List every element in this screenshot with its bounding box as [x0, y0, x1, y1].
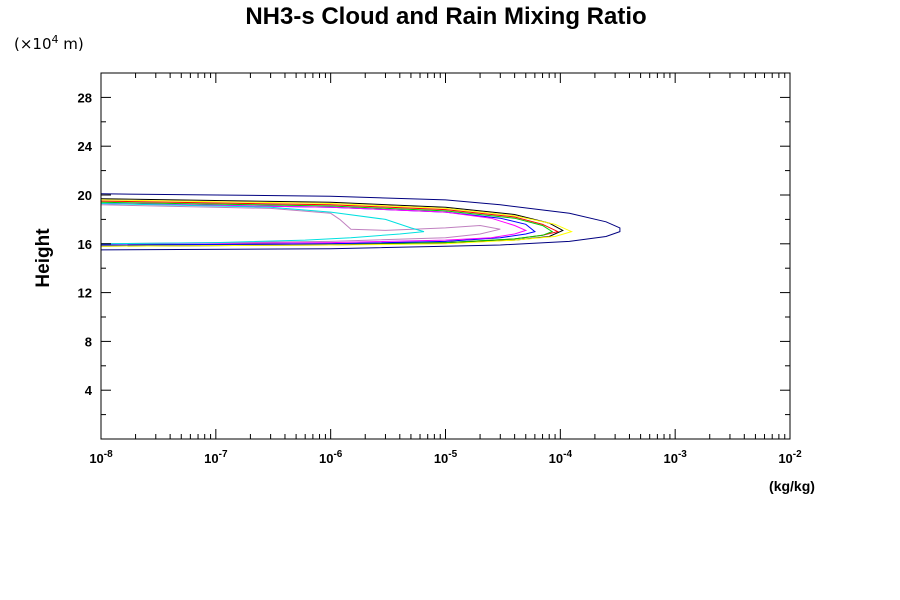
- series-line-8: [100, 204, 501, 245]
- y-unit-suffix: m): [59, 35, 84, 53]
- series-line-5: [100, 201, 554, 246]
- x-tick-base: 10: [663, 451, 677, 466]
- y-tick-label: 4: [85, 383, 93, 398]
- axes-layer: [100, 72, 791, 440]
- x-tick-exponent: -5: [448, 449, 457, 460]
- y-unit-exponent: 4: [52, 33, 59, 46]
- x-tick-exponent: -3: [678, 449, 687, 460]
- x-tick-exponent: -6: [333, 449, 342, 460]
- x-tick-base: 10: [434, 451, 448, 466]
- x-tick-label: 10-8: [89, 449, 113, 466]
- y-tick-label: 20: [78, 188, 92, 203]
- x-tick-exponent: -4: [563, 449, 572, 460]
- x-tick-label: 10-3: [663, 449, 687, 466]
- series-layer: [100, 193, 621, 251]
- chart-title: NH3-s Cloud and Rain Mixing Ratio: [245, 3, 646, 30]
- x-tick-base: 10: [549, 451, 563, 466]
- x-tick-label: 10-6: [319, 449, 343, 466]
- x-axis-unit: (kg/kg): [769, 478, 815, 494]
- y-axis-label: Height: [33, 228, 54, 288]
- x-tick-label: 10-5: [434, 449, 458, 466]
- x-tick-exponent: -8: [104, 449, 113, 460]
- series-line-1: [100, 193, 621, 251]
- y-unit-label: (×104 m): [14, 33, 84, 53]
- x-tick-base: 10: [319, 451, 333, 466]
- x-tick-label: 10-2: [778, 449, 802, 466]
- plot-frame: [100, 72, 791, 440]
- x-tick-base: 10: [204, 451, 218, 466]
- y-tick-label: 24: [78, 139, 93, 154]
- y-tick-label: 28: [78, 90, 92, 105]
- series-line-7: [100, 203, 528, 245]
- x-tick-label: 10-7: [204, 449, 228, 466]
- x-tick-label: 10-4: [549, 449, 573, 466]
- y-tick-label: 16: [78, 237, 92, 252]
- series-line-9: [100, 203, 425, 245]
- y-tick-label: 12: [78, 286, 92, 301]
- y-tick-label: 8: [85, 334, 92, 349]
- x-tick-exponent: -2: [793, 449, 802, 460]
- x-tick-base: 10: [89, 451, 103, 466]
- x-tick-exponent: -7: [219, 449, 228, 460]
- y-unit-base: (×10: [14, 35, 52, 53]
- x-tick-base: 10: [778, 451, 792, 466]
- series-line-3: [100, 199, 573, 247]
